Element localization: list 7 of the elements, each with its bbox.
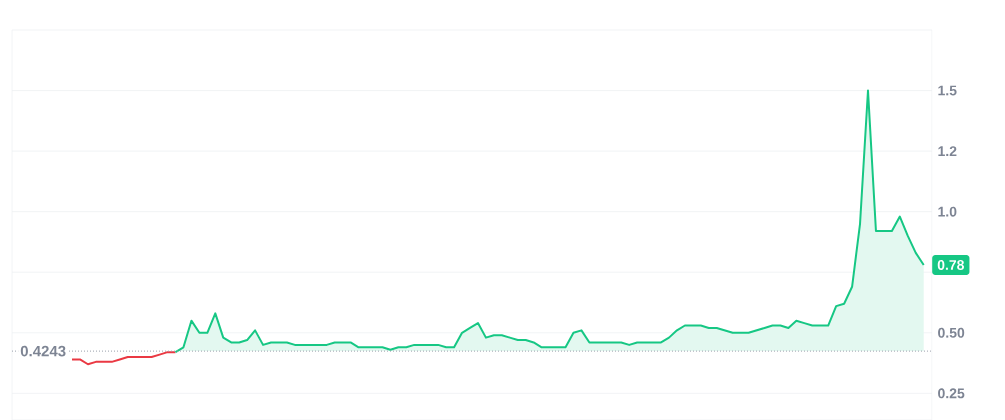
y-tick-label: 0.25: [938, 388, 965, 399]
y-tick-label: 0.50: [938, 327, 965, 338]
y-tick-label: 1.0: [938, 206, 957, 217]
ref-line-label: 0.4243: [20, 345, 66, 357]
text: 0.78: [937, 259, 965, 270]
y-tick-label: 1.2: [938, 146, 957, 156]
y-tick-label: 1.5: [938, 85, 957, 96]
